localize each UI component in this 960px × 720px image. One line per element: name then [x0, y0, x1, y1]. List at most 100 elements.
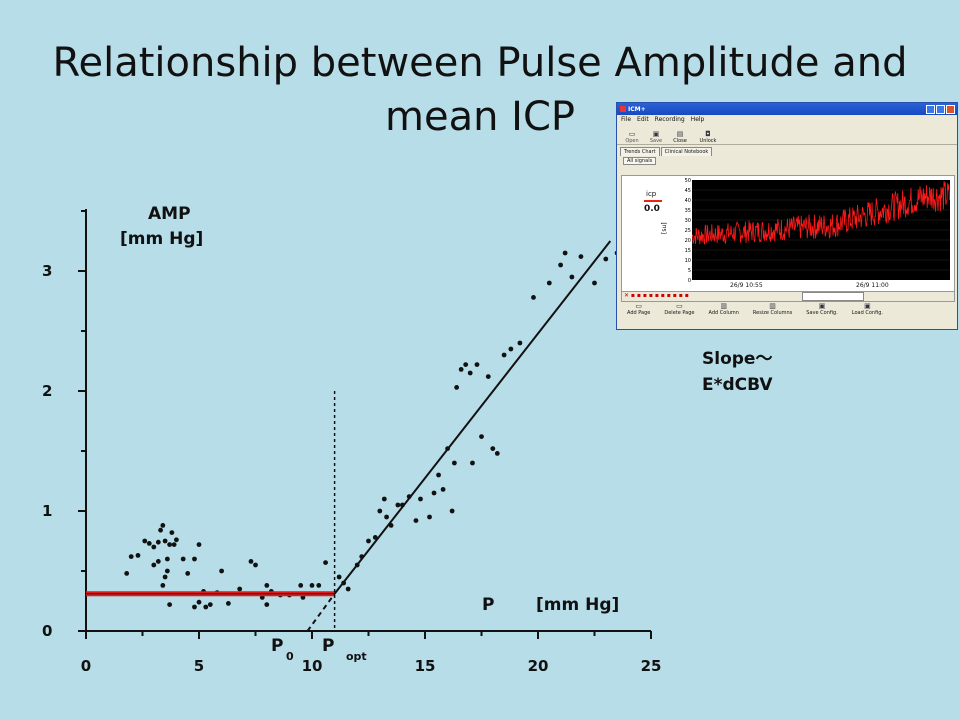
- data-point: [440, 487, 446, 492]
- x-tick-label: 20: [528, 657, 549, 675]
- data-point: [264, 602, 270, 607]
- maximize-icon[interactable]: [936, 104, 945, 114]
- data-point: [124, 571, 130, 576]
- save-button[interactable]: ▣ Save: [645, 130, 667, 144]
- data-point: [418, 496, 423, 502]
- x-tick-label: 15: [415, 657, 436, 675]
- app-icon: [620, 106, 626, 112]
- data-point: [558, 262, 563, 268]
- data-point: [603, 256, 609, 262]
- add-page-icon: ▭: [635, 302, 642, 310]
- data-point: [167, 602, 173, 607]
- data-point: [569, 274, 575, 280]
- tab-clinical-notebook[interactable]: Clinical Notebook: [660, 147, 713, 156]
- data-point: [146, 541, 152, 546]
- data-point: [298, 583, 304, 588]
- trend-xtick-1: 26/9 10:55: [730, 282, 763, 289]
- trend-y-tick: 10: [685, 258, 691, 264]
- trend-y-tick: 25: [685, 228, 691, 234]
- data-point: [174, 537, 179, 543]
- xlabel-unit: [mm Hg]: [536, 595, 619, 615]
- data-point: [264, 583, 270, 588]
- popt-label: P: [322, 636, 334, 656]
- data-point: [142, 538, 148, 544]
- icp-trace: [691, 181, 951, 245]
- data-point: [485, 374, 491, 379]
- p0-label: P: [271, 636, 283, 656]
- delete-page-button[interactable]: ▭ Delete Page: [658, 302, 700, 324]
- p0-subscript: 0: [286, 650, 294, 663]
- data-point: [167, 542, 173, 547]
- minimize-icon[interactable]: [926, 104, 935, 114]
- data-point: [454, 385, 460, 390]
- data-point: [169, 530, 175, 535]
- data-point: [155, 539, 161, 545]
- delete-page-icon: ▭: [676, 302, 683, 310]
- data-point: [458, 367, 464, 372]
- close-button[interactable]: ▤ Close: [669, 130, 691, 144]
- resize-columns-button[interactable]: ▥ Resize Columns: [747, 302, 798, 324]
- tab-trends-chart[interactable]: Trends Chart: [620, 147, 660, 156]
- delete-page-label: Delete Page: [664, 310, 695, 316]
- trend-plot: [691, 180, 951, 280]
- app-menubar: File Edit Recording Help: [617, 115, 957, 124]
- folder-icon: ▭: [628, 130, 636, 138]
- data-point: [531, 295, 536, 300]
- close-label: Close: [673, 138, 687, 144]
- title-line-2: mean ICP: [385, 94, 575, 140]
- horizontal-scrollbar[interactable]: ✕ ▪ ▪ ▪ ▪ ▪ ▪ ▪ ▪ ▪ ▪: [621, 291, 955, 302]
- data-point: [479, 434, 484, 439]
- load-config-button[interactable]: ▣ Load Config.: [846, 302, 889, 324]
- app-toolbar: ▭ Open ▣ Save ▤ Close ◘ Unlock: [617, 124, 957, 145]
- data-point: [160, 523, 166, 528]
- title-line-1: Relationship between Pulse Amplitude and: [52, 40, 908, 86]
- save-config-icon: ▣: [818, 302, 826, 310]
- data-point: [463, 362, 469, 367]
- menu-recording[interactable]: Recording: [654, 116, 685, 123]
- unlock-icon: ◘: [705, 130, 711, 138]
- data-point: [180, 556, 186, 562]
- app-bottom-toolbar: ▭ Add Page ▭ Delete Page ▥ Add Column ▥ Resi…: [621, 302, 953, 324]
- data-point: [323, 560, 328, 565]
- trend-signal: [691, 181, 951, 271]
- open-button[interactable]: ▭ Open: [621, 130, 643, 144]
- resize-columns-icon: ▥: [769, 302, 776, 310]
- slope-line-1: Slope～: [702, 349, 773, 369]
- close-icon[interactable]: [946, 104, 955, 114]
- open-label: Open: [625, 138, 639, 144]
- app-title: ICM+: [628, 105, 646, 113]
- data-point: [196, 599, 202, 605]
- y-tick-label: 0: [42, 622, 52, 640]
- slope-line-2: E*dCBV: [702, 375, 773, 395]
- x-tick-label: 25: [641, 657, 662, 675]
- data-point: [237, 586, 243, 592]
- signal-color-line: [644, 200, 662, 202]
- add-column-button[interactable]: ▥ Add Column: [703, 302, 745, 324]
- ylabel-line-1: AMP: [148, 204, 191, 224]
- data-point: [171, 542, 177, 547]
- data-point: [366, 538, 371, 544]
- menu-help[interactable]: Help: [690, 116, 705, 123]
- data-point: [196, 542, 202, 547]
- trend-y-tick: 5: [688, 268, 691, 274]
- data-point: [135, 553, 141, 558]
- save-config-button[interactable]: ▣ Save Config.: [800, 302, 844, 324]
- tab-all-signals[interactable]: All signals: [623, 157, 657, 165]
- menu-file[interactable]: File: [621, 116, 632, 123]
- data-point: [309, 583, 315, 588]
- unlock-button[interactable]: ◘ Unlock: [697, 130, 719, 144]
- data-point: [451, 460, 457, 466]
- data-point: [160, 583, 166, 588]
- add-page-button[interactable]: ▭ Add Page: [621, 302, 656, 324]
- data-point: [164, 556, 170, 562]
- data-point: [592, 280, 597, 286]
- trend-y-tick: 45: [685, 188, 691, 194]
- menu-edit[interactable]: Edit: [637, 116, 649, 123]
- scroll-thumb[interactable]: [802, 292, 864, 301]
- data-point: [494, 451, 500, 456]
- data-point: [248, 559, 254, 564]
- data-point: [436, 472, 441, 478]
- data-point: [192, 604, 197, 610]
- data-point: [158, 527, 163, 533]
- icm-app-screenshot: ICM+ File Edit Recording Help ▭ Open ▣ Sav…: [616, 102, 958, 330]
